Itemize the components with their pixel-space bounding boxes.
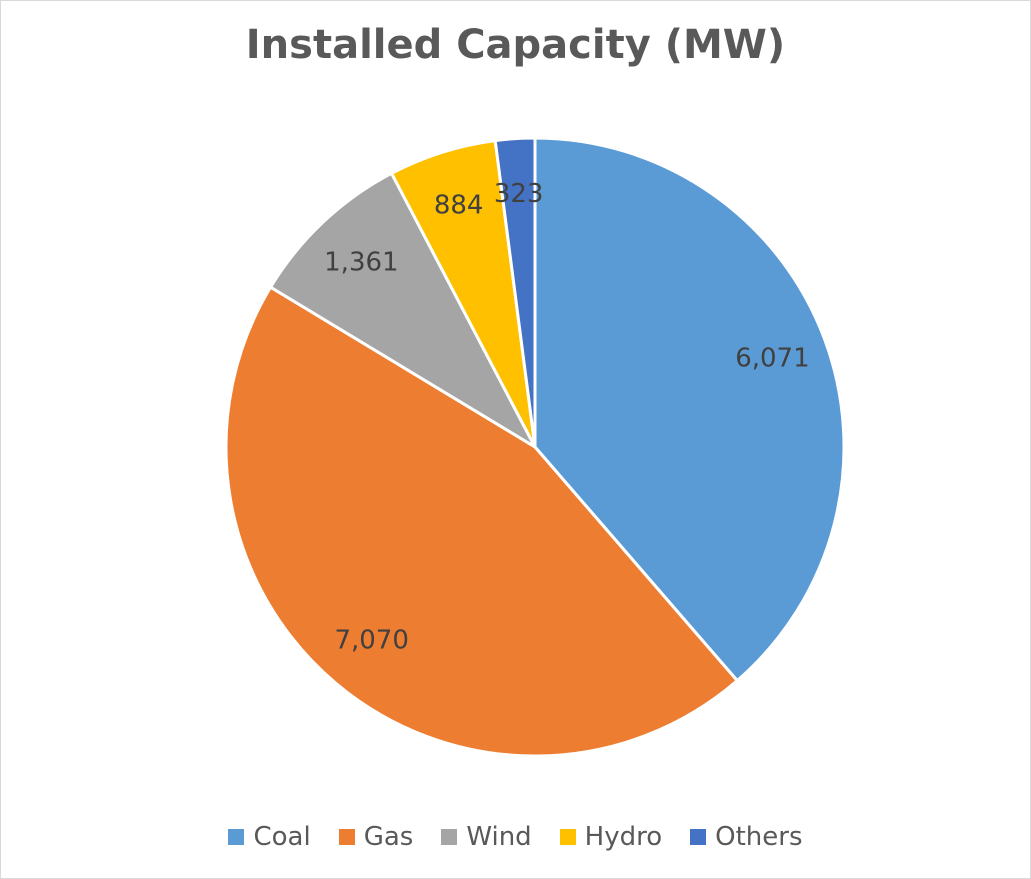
legend-item-others: Others: [690, 822, 803, 852]
legend: Coal Gas Wind Hydro Others: [0, 822, 1031, 852]
pie-slice-others: [493, 136, 537, 448]
legend-label: Hydro: [584, 822, 663, 852]
legend-label: Wind: [466, 822, 532, 852]
legend-swatch: [338, 829, 355, 845]
pie-slice-wind: [268, 171, 539, 452]
pie-slice-gas: [224, 285, 740, 758]
data-label-gas: 7,070: [334, 626, 408, 656]
legend-swatch: [559, 829, 576, 845]
data-label-wind: 1,361: [324, 247, 398, 277]
legend-label: Coal: [253, 822, 311, 852]
legend-label: Others: [715, 822, 803, 852]
data-label-coal: 6,071: [735, 344, 809, 374]
legend-item-wind: Wind: [441, 822, 532, 852]
legend-swatch: [690, 829, 707, 845]
legend-item-coal: Coal: [228, 822, 311, 852]
legend-label: Gas: [363, 822, 414, 852]
legend-item-gas: Gas: [338, 822, 414, 852]
legend-swatch: [228, 829, 245, 845]
legend-item-hydro: Hydro: [559, 822, 663, 852]
chart-title: Installed Capacity (MW): [245, 22, 786, 68]
legend-swatch: [441, 829, 458, 845]
pie-slices: [224, 136, 846, 758]
pie-data-labels: 6,071 7,070 1,361 884 323: [324, 179, 809, 656]
data-label-hydro: 884: [434, 190, 484, 220]
data-label-others: 323: [494, 179, 544, 209]
pie-slice-coal: [533, 136, 846, 683]
